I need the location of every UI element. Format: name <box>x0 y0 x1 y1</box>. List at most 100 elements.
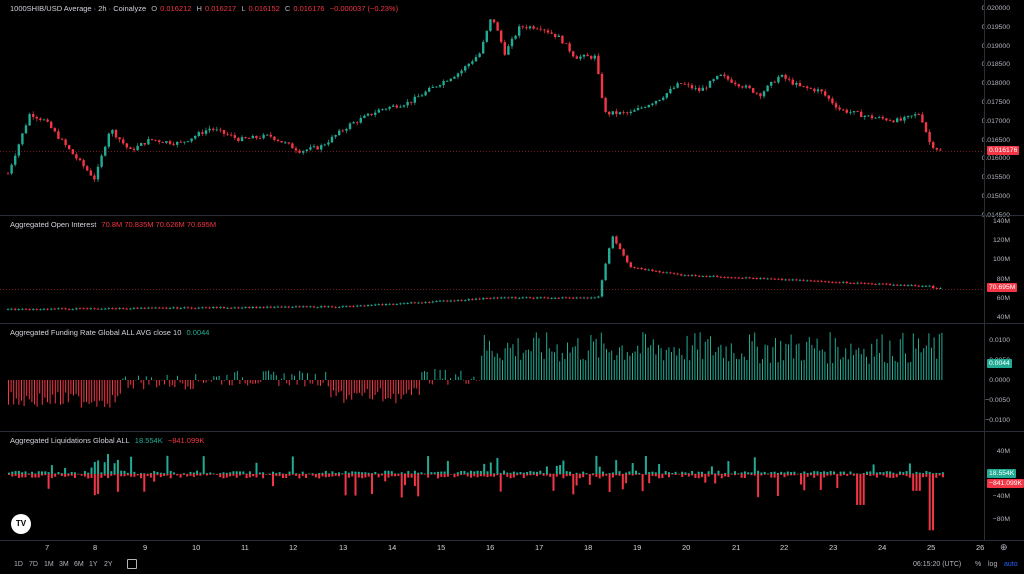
timeframe-button-1d[interactable]: 1D <box>14 561 23 568</box>
liq-short-bar <box>169 474 172 479</box>
liq-long-bar <box>225 472 228 474</box>
funding-bar <box>788 344 789 380</box>
funding-bar <box>270 374 272 380</box>
liquidations-chart[interactable] <box>0 432 984 540</box>
open-interest-pane[interactable]: Aggregated Open Interest 70.8M 70.835M 7… <box>0 216 1024 323</box>
oi-candle <box>676 272 679 276</box>
funding-bar <box>546 332 548 380</box>
price-candle <box>327 139 330 147</box>
price-candle <box>676 81 679 89</box>
timeframe-button-1m[interactable]: 1M <box>44 561 54 568</box>
funding-bar <box>296 380 298 385</box>
liq-short-bar <box>846 474 849 476</box>
liq-long-bar <box>163 473 166 474</box>
liq-long-bar <box>413 470 416 474</box>
liq-short-bar <box>615 474 618 476</box>
oi-candle <box>402 302 406 305</box>
percent-button[interactable]: % <box>975 561 982 568</box>
funding-bar <box>122 378 124 380</box>
symbol-title[interactable]: 1000SHIB/USD Average · 2h · Coinalyze <box>10 4 147 13</box>
funding-bar <box>127 380 129 388</box>
oi-candle <box>662 271 665 274</box>
tradingview-logo[interactable]: TV <box>11 514 31 534</box>
pane-separator[interactable] <box>0 431 1024 432</box>
liq-short-bar <box>456 474 459 477</box>
liq-long-bar <box>786 471 789 474</box>
liq-short-bar <box>569 474 571 476</box>
oi-candle <box>773 277 776 280</box>
log-button[interactable]: log <box>988 561 998 568</box>
oi-candle <box>503 296 506 299</box>
liq-long-bar <box>437 471 439 474</box>
goto-realtime-icon[interactable]: ⊕ <box>1000 542 1008 552</box>
price-candle <box>168 139 172 146</box>
calendar-icon[interactable] <box>127 559 137 569</box>
funding-bar <box>712 355 714 380</box>
liq-short-bar <box>767 474 769 475</box>
liq-long-bar <box>31 471 34 474</box>
oi-candle <box>737 276 740 280</box>
liq-title[interactable]: Aggregated Liquidations Global ALL <box>10 436 130 445</box>
funding-bar <box>582 358 584 380</box>
funding-title[interactable]: Aggregated Funding Rate Global ALL AVG c… <box>10 328 182 337</box>
liq-long-bar <box>800 473 802 474</box>
pane-separator[interactable] <box>0 323 1024 324</box>
timeframe-button-7d[interactable]: 7D <box>29 561 38 568</box>
timeframe-button-1y[interactable]: 1Y <box>89 561 98 568</box>
price-candle <box>622 110 625 115</box>
funding-rate-pane[interactable]: Aggregated Funding Rate Global ALL AVG c… <box>0 324 1024 431</box>
liq-short-bar <box>684 474 687 476</box>
oi-chart[interactable] <box>0 216 984 323</box>
liq-short-bar <box>710 474 713 475</box>
liq-long-bar <box>941 472 944 474</box>
liquidations-pane[interactable]: Aggregated Liquidations Global ALL 18.55… <box>0 432 1024 540</box>
timeframe-button-3m[interactable]: 3M <box>59 561 69 568</box>
price-candle <box>762 90 766 99</box>
funding-bar <box>684 359 685 380</box>
oi-candle <box>168 306 172 310</box>
liq-short-bar <box>750 474 753 476</box>
liq-short-bar <box>618 474 621 476</box>
liq-short-bar <box>823 474 826 478</box>
funding-bar <box>803 359 805 380</box>
price-candle <box>359 115 362 124</box>
price-candle <box>687 82 690 88</box>
clock[interactable]: 06:15:20 (UTC) <box>913 561 962 568</box>
price-candle <box>723 72 726 79</box>
price-candle <box>10 163 13 176</box>
auto-button[interactable]: auto <box>1004 561 1018 568</box>
time-axis[interactable]: 7 8 9 10 11 12 13 14 15 16 17 18 19 20 21 22 23 24 25 26 <box>0 541 1024 555</box>
oi-title[interactable]: Aggregated Open Interest <box>10 220 97 229</box>
price-chart[interactable] <box>0 0 984 215</box>
funding-bar <box>840 359 841 380</box>
liq-short-bar <box>321 474 324 477</box>
funding-bar <box>442 378 444 380</box>
funding-bar <box>793 358 795 380</box>
liq-short-bar <box>163 474 166 476</box>
funding-bar <box>933 337 935 380</box>
funding-bar <box>112 380 113 396</box>
oi-candle <box>539 296 542 299</box>
oi-candle <box>806 279 809 282</box>
timeframe-button-2y[interactable]: 2Y <box>104 561 113 568</box>
oi-candle <box>755 277 758 280</box>
funding-chart[interactable] <box>0 324 984 431</box>
liq-short-bar <box>173 474 175 475</box>
funding-bar <box>463 379 464 381</box>
pane-separator[interactable] <box>0 215 1024 216</box>
axis-tick-label: 0.0000 <box>989 377 1010 384</box>
liq-long-bar <box>522 472 525 474</box>
liq-short-bar <box>460 474 463 475</box>
oi-candle <box>456 299 460 302</box>
oi-candle <box>554 296 557 300</box>
liq-short-bar <box>506 474 509 477</box>
timeframe-button-6m[interactable]: 6M <box>74 561 84 568</box>
time-tick: 9 <box>143 543 148 552</box>
funding-bar <box>244 380 246 384</box>
oi-candle <box>741 277 744 280</box>
price-candle <box>212 127 215 133</box>
liq-short-bar <box>77 474 80 475</box>
liq-short-bar <box>314 474 317 478</box>
liq-short-bar <box>509 474 512 479</box>
